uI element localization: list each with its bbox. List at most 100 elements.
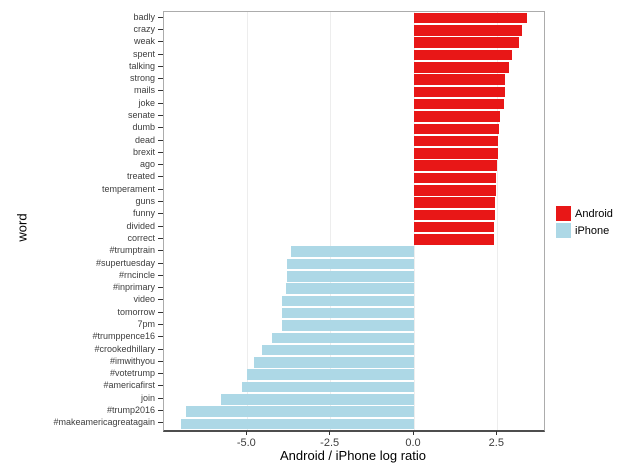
y-tick-mark [158, 164, 163, 166]
y-label-#trumptrain: #trumptrain [109, 245, 155, 256]
y-tick-mark [158, 213, 163, 215]
bar-guns [414, 197, 495, 208]
y-label-strong: strong [129, 73, 155, 84]
y-tick-mark [158, 287, 163, 289]
gridline-x--5.0 [246, 12, 248, 430]
y-tick-mark [158, 336, 163, 338]
y-label-7pm: 7pm [137, 319, 155, 329]
y-label-ago: ago [139, 159, 155, 170]
bar-temperament [414, 185, 496, 196]
plot-panel [163, 11, 545, 432]
y-label-treated: treated [126, 171, 155, 182]
x-tick-mark [245, 431, 247, 435]
x-tick-mark [412, 431, 414, 435]
y-tick-mark [158, 176, 163, 178]
y-tick-mark [158, 373, 163, 375]
y-label-temperament: temperament [101, 183, 155, 194]
y-tick-mark [158, 360, 163, 362]
bar-ago [414, 160, 497, 171]
bar-#trump2016 [185, 406, 414, 417]
bar-strong [414, 74, 506, 85]
legend-swatch-android [556, 206, 571, 221]
y-label-spent: spent [132, 48, 155, 59]
y-label-#trumppence16: #trumppence16 [92, 331, 155, 342]
legend-swatch-iphone [556, 223, 571, 238]
y-tick-mark [158, 78, 163, 80]
bar-dumb [414, 123, 499, 135]
y-tick-mark [158, 225, 163, 227]
y-label-mails: mails [133, 85, 155, 96]
y-tick-mark [158, 262, 163, 264]
bar-joke [414, 98, 505, 110]
y-tick-mark [158, 237, 163, 239]
y-label-correct: correct [127, 232, 155, 243]
bar-#trumppence16 [272, 332, 414, 344]
y-tick-mark [158, 53, 163, 55]
y-label-dumb: dumb [132, 122, 155, 133]
legend: Android iPhone [556, 205, 613, 239]
x-axis-title: Android / iPhone log ratio [280, 448, 426, 463]
x-tick-label--5.0: -5.0 [236, 437, 256, 449]
y-label-tomorrow: tomorrow [117, 306, 155, 317]
y-label-badly: badly [133, 11, 155, 22]
y-label-#trump2016: #trump2016 [106, 405, 155, 416]
y-label-#imwithyou: #imwithyou [109, 355, 155, 366]
y-tick-mark [158, 397, 163, 399]
y-label-#crookedhillary: #crookedhillary [94, 343, 155, 354]
y-tick-mark [158, 348, 163, 350]
bar-mails [414, 86, 505, 98]
y-tick-mark [158, 311, 163, 313]
bar-weak [414, 37, 519, 48]
bar-7pm [281, 320, 414, 331]
bar-correct [414, 234, 494, 245]
bar-divided [414, 221, 495, 233]
bar-#americafirst [242, 381, 414, 393]
legend-item-android: Android [556, 205, 613, 222]
y-label-#makeamericagreatagain: #makeamericagreatagain [53, 417, 155, 428]
bar-spent [414, 49, 513, 61]
y-label-weak: weak [133, 36, 155, 47]
bar-brexit [414, 148, 498, 159]
bar-senate [414, 111, 500, 122]
y-tick-mark [158, 127, 163, 129]
bar-#crookedhillary [262, 344, 414, 356]
y-tick-mark [158, 65, 163, 67]
y-tick-mark [158, 16, 163, 18]
y-label-crazy: crazy [133, 23, 155, 34]
bar-#inprimary [286, 283, 414, 294]
y-label-#rncincle: #rncincle [118, 269, 155, 280]
bar-dead [414, 135, 499, 147]
y-tick-mark [158, 324, 163, 325]
y-tick-mark [158, 250, 163, 252]
bar-#supertuesday [287, 258, 414, 270]
y-tick-mark [158, 201, 163, 203]
legend-label-android: Android [575, 207, 613, 220]
bar-join [220, 394, 414, 405]
bar-#trumptrain [290, 246, 414, 257]
y-tick-mark [158, 274, 163, 276]
y-tick-mark [158, 188, 163, 190]
y-tick-mark [158, 151, 163, 153]
y-label-senate: senate [127, 110, 155, 120]
y-label-talking: talking [128, 60, 155, 71]
x-tick-label--2.5: -2.5 [320, 437, 340, 449]
y-tick-mark [158, 115, 163, 116]
y-label-video: video [133, 294, 155, 305]
y-tick-mark [158, 41, 163, 43]
bar-#makeamericagreatagain [180, 418, 414, 430]
legend-label-iphone: iPhone [575, 224, 610, 237]
gridline-x-2.5 [496, 12, 498, 430]
y-label-#supertuesday: #supertuesday [95, 257, 155, 268]
x-tick-mark [495, 431, 497, 435]
bar-#votetrump [247, 369, 414, 380]
bar-#imwithyou [254, 357, 414, 368]
bar-badly [414, 12, 528, 24]
x-tick-label-0.0: 0.0 [405, 437, 421, 449]
y-label-guns: guns [135, 196, 155, 207]
bar-funny [414, 209, 495, 221]
y-tick-mark [158, 102, 163, 104]
y-tick-mark [158, 299, 163, 301]
y-label-join: join [140, 392, 155, 403]
bar-talking [414, 62, 509, 73]
